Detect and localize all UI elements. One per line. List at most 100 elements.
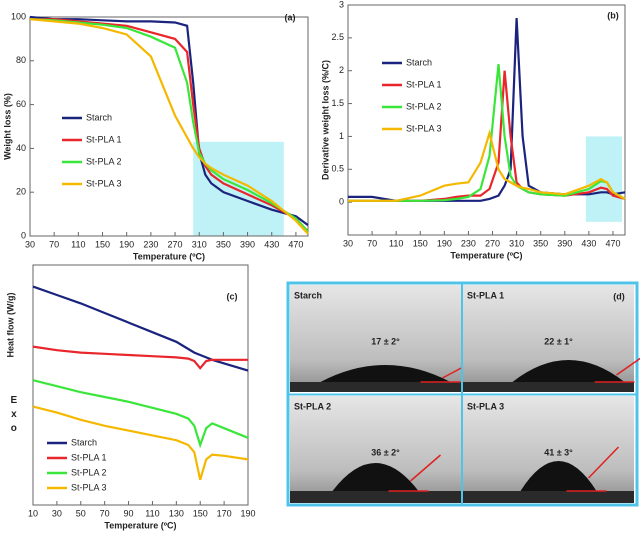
y-tick-label: 0 <box>21 230 26 240</box>
x-tick-label: 230 <box>461 238 476 248</box>
panel-label: (b) <box>607 10 619 20</box>
x-tick-label: 70 <box>100 508 110 518</box>
x-tick-label: 350 <box>533 238 548 248</box>
y-tick-label: 2 <box>339 65 344 75</box>
series-line <box>348 128 626 202</box>
series-line <box>32 285 249 372</box>
legend-label: Starch <box>86 112 112 122</box>
y-tick-label: 60 <box>16 99 26 109</box>
contact-angle: 36 ± 2° <box>371 447 400 457</box>
droplet <box>520 461 597 491</box>
highlight-box <box>193 141 284 236</box>
legend-label: St-PLA 2 <box>406 101 442 111</box>
panel-label: (a) <box>285 12 296 22</box>
x-tick-label: 470 <box>288 239 303 249</box>
x-tick-label: 430 <box>581 238 596 248</box>
highlight-box <box>585 136 622 222</box>
y-tick-label: 80 <box>16 55 26 65</box>
legend-label: St-PLA 1 <box>86 134 122 144</box>
series-line <box>348 70 626 202</box>
legend-label: St-PLA 1 <box>71 452 107 462</box>
x-tick-label: 150 <box>95 239 110 249</box>
x-tick-label: 390 <box>240 239 255 249</box>
legend-label: St-PLA 3 <box>71 482 107 492</box>
tangent-line <box>587 446 620 479</box>
x-tick-label: 110 <box>145 508 159 518</box>
surface <box>290 382 461 392</box>
tangent-line <box>616 357 640 376</box>
x-tick-label: 270 <box>168 239 183 249</box>
x-tick-label: 130 <box>169 508 184 518</box>
legend-label: Starch <box>406 57 432 67</box>
x-tick-label: 230 <box>143 239 158 249</box>
sample-name: Starch <box>294 290 322 300</box>
x-tick-label: 470 <box>605 238 620 248</box>
series-line <box>29 18 309 233</box>
y-axis-title: Weight loss (%) <box>2 93 12 160</box>
series-line <box>348 63 626 202</box>
y-tick-label: 40 <box>16 143 26 153</box>
x-tick-label: 150 <box>413 238 428 248</box>
panel-label: (d) <box>613 291 625 301</box>
x-axis-title: Temperature (ºC) <box>450 250 522 260</box>
legend-label: St-PLA 1 <box>406 79 442 89</box>
x-tick-label: 390 <box>557 238 572 248</box>
x-tick-label: 90 <box>124 508 134 518</box>
x-tick-label: 10 <box>28 508 38 518</box>
x-tick-label: 30 <box>52 508 62 518</box>
plot-frame <box>347 4 626 236</box>
x-axis-title: Temperature (ºC) <box>133 251 205 261</box>
legend-label: St-PLA 2 <box>86 156 122 166</box>
y-tick-label: 3 <box>339 0 344 9</box>
contact-angle: 17 ± 2° <box>371 336 400 346</box>
x-tick-label: 70 <box>367 238 377 248</box>
series-line <box>348 18 626 202</box>
x-tick-label: 150 <box>193 508 208 518</box>
x-tick-label: 30 <box>25 239 35 249</box>
y-tick-label: 100 <box>11 11 26 21</box>
x-tick-label: 310 <box>509 238 524 248</box>
y-tick-label: 0.5 <box>331 164 344 174</box>
contact-angle: 41 ± 3° <box>544 447 573 457</box>
x-tick-label: 190 <box>437 238 452 248</box>
y-axis-title: Derivative weight loss (%/C) <box>320 60 330 180</box>
tangent-line <box>410 454 441 482</box>
legend-label: St-PLA 3 <box>406 123 442 133</box>
droplet <box>512 360 625 382</box>
legend-label: St-PLA 3 <box>86 178 122 188</box>
y-tick-label: 0 <box>339 197 344 207</box>
sample-name: St-PLA 1 <box>467 290 504 300</box>
legend-label: Starch <box>71 437 97 447</box>
series-line <box>32 405 249 481</box>
x-tick-label: 350 <box>216 239 231 249</box>
legend-label: St-PLA 2 <box>71 467 107 477</box>
y-tick-label: 1 <box>339 131 344 141</box>
plot-frame <box>29 16 309 237</box>
x-tick-label: 110 <box>71 239 85 249</box>
series-line <box>29 15 309 226</box>
y-tick-label: 20 <box>16 187 26 197</box>
x-tick-label: 110 <box>389 238 403 248</box>
sample-name: St-PLA 2 <box>294 401 331 411</box>
x-axis-title: Temperature (ºC) <box>104 520 176 530</box>
surface <box>290 491 461 503</box>
x-tick-label: 310 <box>192 239 207 249</box>
surface <box>463 382 634 392</box>
droplet <box>332 463 419 491</box>
x-tick-label: 190 <box>119 239 134 249</box>
panel-label: (c) <box>227 291 238 301</box>
droplet <box>320 365 451 382</box>
x-tick-label: 430 <box>264 239 279 249</box>
y-tick-label: 1.5 <box>331 98 344 108</box>
contact-angle: 22 ± 1° <box>544 336 573 346</box>
surface <box>463 491 634 503</box>
x-tick-label: 30 <box>343 238 353 248</box>
x-tick-label: 50 <box>76 508 86 518</box>
x-tick-label: 70 <box>49 239 59 249</box>
x-tick-label: 170 <box>217 508 232 518</box>
series-line <box>32 345 248 370</box>
series-line <box>29 18 309 235</box>
series-line <box>32 379 249 449</box>
